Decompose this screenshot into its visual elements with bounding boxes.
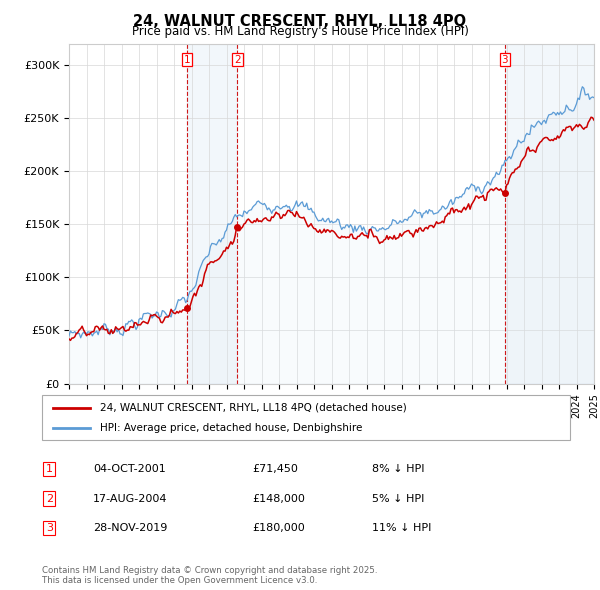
Text: 5% ↓ HPI: 5% ↓ HPI [372, 494, 424, 503]
Text: 2: 2 [46, 494, 53, 503]
Bar [505, 44, 594, 384]
Text: 17-AUG-2004: 17-AUG-2004 [93, 494, 167, 503]
Text: 1: 1 [46, 464, 53, 474]
Bar [187, 44, 238, 384]
Text: 11% ↓ HPI: 11% ↓ HPI [372, 523, 431, 533]
FancyBboxPatch shape [42, 395, 570, 440]
Text: 3: 3 [46, 523, 53, 533]
Text: 1: 1 [184, 54, 190, 64]
Text: HPI: Average price, detached house, Denbighshire: HPI: Average price, detached house, Denb… [100, 424, 362, 434]
Text: 3: 3 [502, 54, 508, 64]
Text: 28-NOV-2019: 28-NOV-2019 [93, 523, 167, 533]
Text: Contains HM Land Registry data © Crown copyright and database right 2025.
This d: Contains HM Land Registry data © Crown c… [42, 566, 377, 585]
Text: £71,450: £71,450 [252, 464, 298, 474]
Text: 04-OCT-2001: 04-OCT-2001 [93, 464, 166, 474]
Text: 24, WALNUT CRESCENT, RHYL, LL18 4PQ (detached house): 24, WALNUT CRESCENT, RHYL, LL18 4PQ (det… [100, 403, 407, 412]
Text: £180,000: £180,000 [252, 523, 305, 533]
Text: 2: 2 [234, 54, 241, 64]
Text: 24, WALNUT CRESCENT, RHYL, LL18 4PQ: 24, WALNUT CRESCENT, RHYL, LL18 4PQ [133, 14, 467, 28]
Text: £148,000: £148,000 [252, 494, 305, 503]
Text: Price paid vs. HM Land Registry's House Price Index (HPI): Price paid vs. HM Land Registry's House … [131, 25, 469, 38]
Text: 8% ↓ HPI: 8% ↓ HPI [372, 464, 425, 474]
